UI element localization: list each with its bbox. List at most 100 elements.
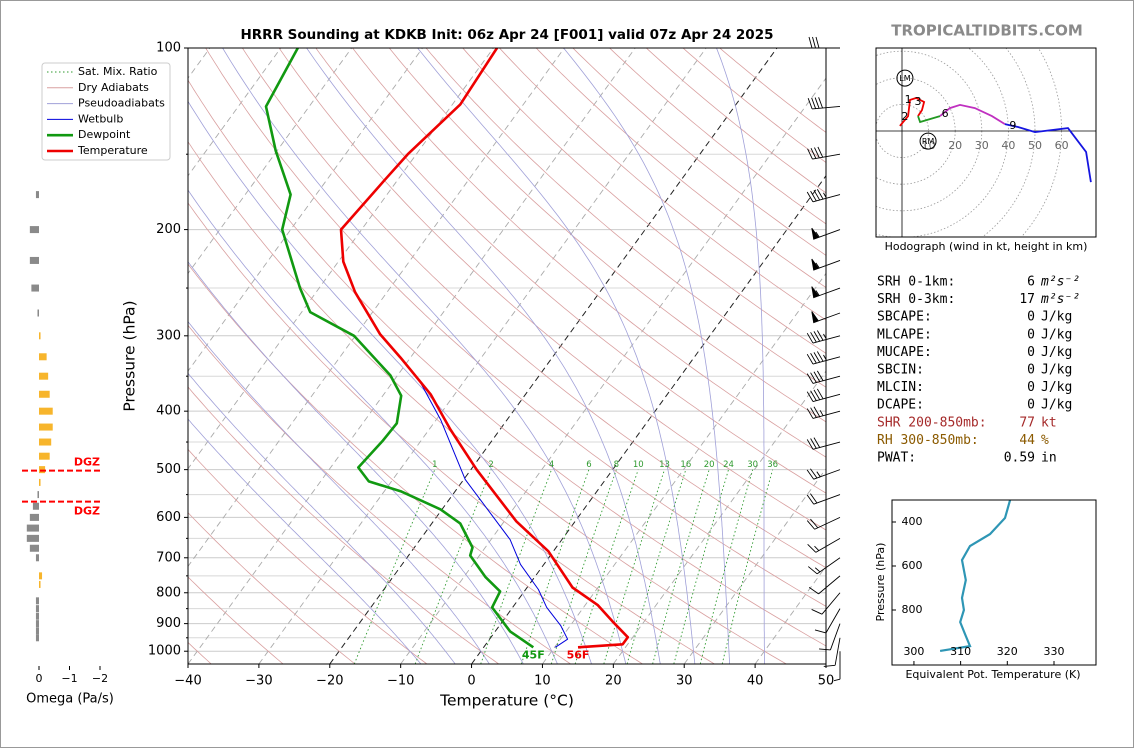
index-unit: J/kg xyxy=(1041,310,1072,325)
dry-adiabat xyxy=(188,202,715,664)
wind-barb xyxy=(819,623,841,651)
index-label: PWAT: xyxy=(877,451,916,466)
wind-barb-shape xyxy=(811,592,841,615)
y-tick-label: 400 xyxy=(156,404,181,419)
dry-adiabat xyxy=(188,512,356,664)
x-axis-label: Temperature (°C) xyxy=(439,692,574,710)
wind-barb xyxy=(833,651,841,682)
legend-label: Sat. Mix. Ratio xyxy=(78,65,158,78)
mixing-ratio-label: 16 xyxy=(680,460,691,470)
index-label: SRH 0-3km: xyxy=(877,292,955,307)
omega-bar xyxy=(35,554,39,562)
mixing-ratio-label: 13 xyxy=(659,460,670,470)
wind-barb-shape xyxy=(806,493,841,505)
isotherm xyxy=(471,174,826,664)
y-tick-label: 700 xyxy=(156,550,181,565)
wind-barb xyxy=(806,468,841,480)
wind-barb xyxy=(808,557,841,575)
omega-bar xyxy=(29,544,39,552)
mixing-ratio-line xyxy=(574,469,639,664)
mixing-ratio-label: 20 xyxy=(704,460,715,470)
index-label: MLCAPE: xyxy=(877,327,932,342)
dry-adiabat xyxy=(572,48,826,256)
omega-bar xyxy=(35,620,39,628)
y-tick-label: 300 xyxy=(156,328,181,343)
profile-line xyxy=(417,377,569,648)
index-value: 6 xyxy=(1027,275,1035,290)
wind-barb xyxy=(807,537,841,553)
isotherm xyxy=(258,48,707,664)
wind-barb xyxy=(811,592,841,615)
omega-bar xyxy=(32,502,39,510)
omega-tick-label: −2 xyxy=(92,672,108,685)
plot-frame xyxy=(187,47,827,665)
wind-barb xyxy=(806,437,841,450)
height-label: 3 xyxy=(914,95,921,108)
omega-bar xyxy=(39,407,53,415)
index-label: MUCAPE: xyxy=(877,345,932,360)
moist-adiabat xyxy=(222,48,627,664)
wind-barb-shape xyxy=(806,388,841,402)
dry-adiabat xyxy=(188,79,826,647)
theta-x-label: Equivalent Pot. Temperature (K) xyxy=(905,668,1080,681)
hodograph-ring-label: 50 xyxy=(1028,139,1042,152)
wind-barb-shape xyxy=(807,97,841,110)
dry-adiabat xyxy=(188,386,499,664)
legend-label: Temperature xyxy=(77,144,148,157)
omega-bar xyxy=(39,332,41,340)
index-unit: J/kg xyxy=(1041,380,1072,395)
index-unit: m²s⁻² xyxy=(1040,275,1080,290)
omega-bar xyxy=(35,627,39,635)
theta-y-tick-label: 400 xyxy=(902,515,923,528)
omega-axis-label: Omega (Pa/s) xyxy=(26,692,114,707)
index-unit: J/kg xyxy=(1041,363,1072,378)
omega-bar xyxy=(39,580,41,588)
dgz-label: DGZ xyxy=(74,505,100,518)
omega-bar xyxy=(29,226,39,234)
wind-barb xyxy=(814,608,841,634)
omega-bar xyxy=(29,513,39,521)
dry-adiabat xyxy=(646,48,826,194)
wind-barb xyxy=(808,575,841,595)
mixing-ratio-label: 4 xyxy=(549,460,554,470)
theta-frame xyxy=(891,499,1097,666)
wind-barb xyxy=(811,311,841,324)
mixing-ratio-line xyxy=(721,469,774,664)
y-tick-label: 900 xyxy=(156,616,181,631)
wind-barb-shape xyxy=(808,557,841,575)
omega-bar xyxy=(39,372,49,380)
mixing-ratio-line xyxy=(652,469,710,664)
omega-bar xyxy=(29,256,39,264)
wind-barb xyxy=(811,258,841,271)
moist-adiabat xyxy=(716,48,765,664)
index-value: 0 xyxy=(1027,363,1035,378)
isotherm xyxy=(188,48,282,177)
hodograph-ring-label: 60 xyxy=(1055,139,1069,152)
omega-bar xyxy=(39,438,52,446)
index-value: 0.59 xyxy=(1004,451,1035,466)
height-label: 1 xyxy=(905,93,912,106)
wind-barb xyxy=(811,227,841,240)
y-axis-label: Pressure (hPa) xyxy=(121,300,139,411)
index-unit: kt xyxy=(1041,415,1057,430)
omega-bar xyxy=(39,452,50,460)
theta-y-label: Pressure (hPa) xyxy=(874,543,887,622)
mixing-ratio-line xyxy=(603,469,666,664)
profile-line xyxy=(264,48,535,649)
wind-barb-shape xyxy=(806,330,841,344)
mixing-ratio-line xyxy=(414,469,492,664)
chart-title: HRRR Sounding at KDKB Init: 06z Apr 24 [… xyxy=(240,27,773,43)
y-tick-label: 800 xyxy=(156,585,181,600)
mixing-ratio-line xyxy=(626,469,687,664)
mixing-ratio-line xyxy=(520,469,590,664)
legend-label: Dry Adiabats xyxy=(78,81,149,94)
y-tick-label: 200 xyxy=(156,222,181,237)
profile-line xyxy=(339,48,630,649)
y-tick-label: 500 xyxy=(156,462,181,477)
wind-barb-shape xyxy=(833,651,841,682)
isotherm xyxy=(188,48,353,275)
index-unit: m²s⁻² xyxy=(1040,292,1080,307)
